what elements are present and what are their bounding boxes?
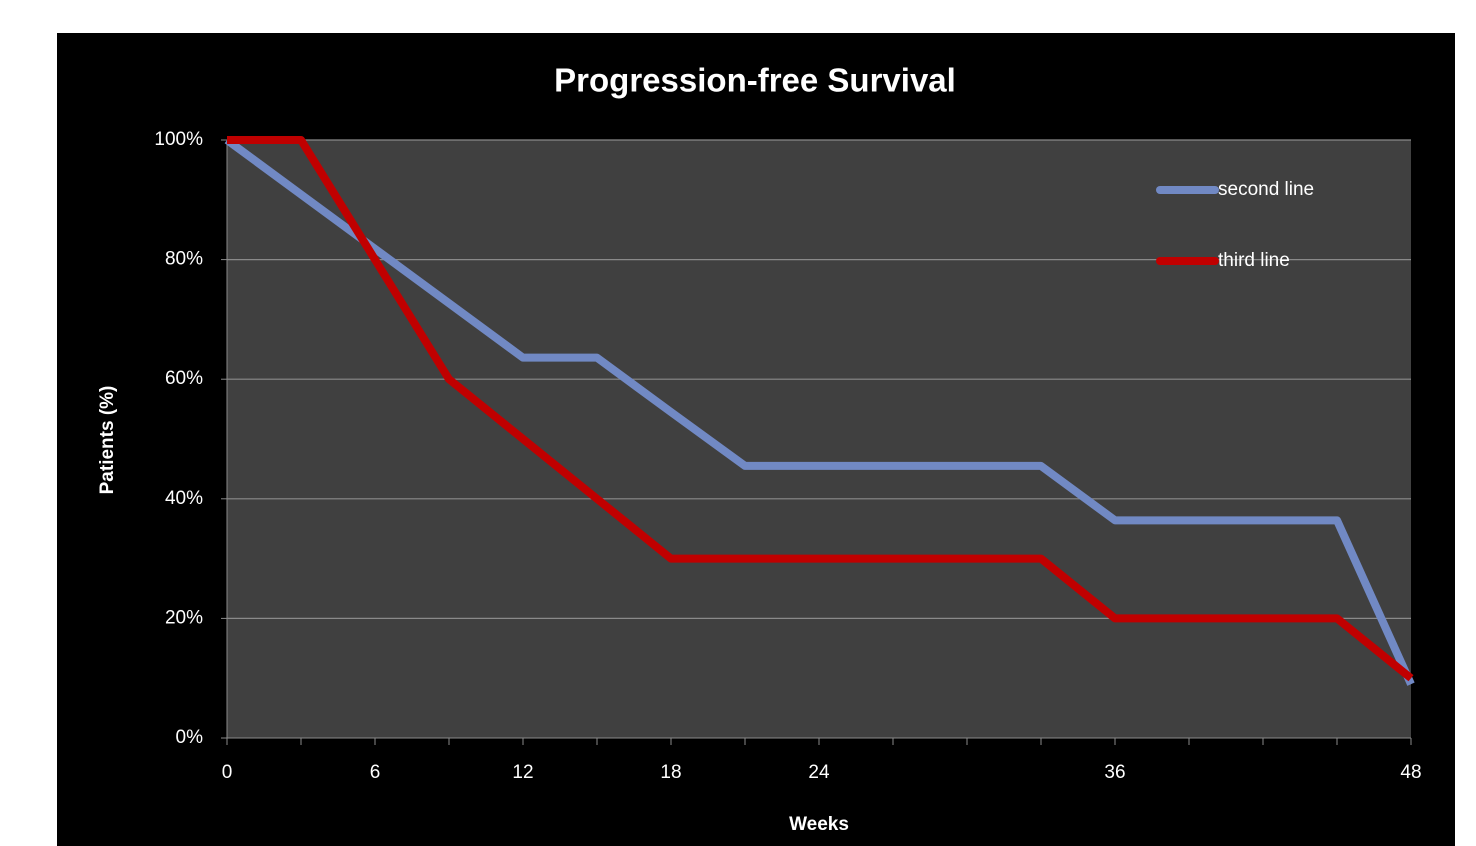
- x-tick-label: 18: [660, 762, 681, 783]
- x-tick-label: 6: [370, 762, 381, 783]
- x-tick-label: 48: [1400, 762, 1421, 783]
- plot-area: [227, 140, 1411, 738]
- x-tick-label: 12: [512, 762, 533, 783]
- legend-label: third line: [1218, 250, 1290, 271]
- data-line: [224, 136, 1415, 686]
- x-tick-label: 0: [222, 762, 233, 783]
- y-tick-label: 40%: [165, 488, 203, 509]
- data-line: [227, 136, 1414, 682]
- y-axis-label: Patients (%): [97, 386, 118, 495]
- x-axis-label: Weeks: [789, 814, 849, 835]
- y-tick-label: 100%: [154, 129, 203, 150]
- y-tick-label: 80%: [165, 249, 203, 270]
- x-tick-label: 36: [1104, 762, 1125, 783]
- y-tick-label: 20%: [165, 607, 203, 628]
- chart-title: Progression-free Survival: [554, 62, 956, 99]
- x-tick-label: 24: [808, 762, 830, 783]
- legend-label: second line: [1218, 179, 1314, 200]
- y-tick-label: 60%: [165, 368, 203, 389]
- y-tick-label: 0%: [176, 727, 204, 748]
